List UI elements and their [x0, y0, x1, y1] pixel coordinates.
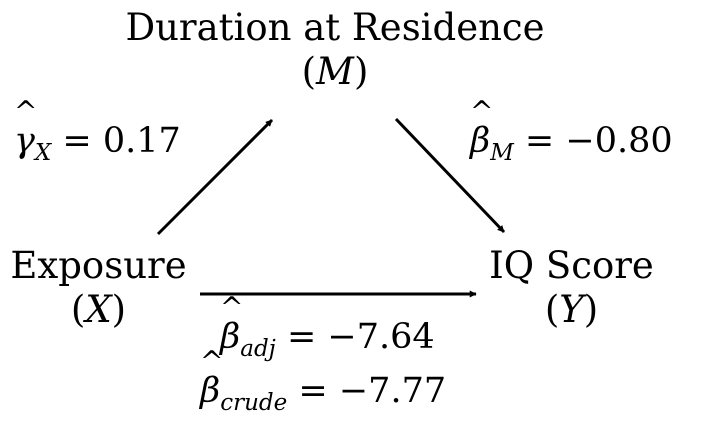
gamma-x-subscript: X: [34, 140, 52, 166]
gamma-x-value: 0.17: [102, 121, 181, 161]
exposure-node: Exposure (X): [6, 244, 191, 332]
beta-crude-coefficient: ^ βcrude = −7.77: [200, 345, 447, 417]
beta-adj-symbol: β: [220, 317, 241, 357]
outcome-label: IQ Score: [489, 244, 654, 287]
outcome-symbol: Y: [559, 288, 584, 331]
beta-crude-subscript: crude: [220, 390, 288, 416]
beta-m-symbol: β: [470, 121, 491, 161]
arrow-mediator-to-outcome: [394, 117, 506, 234]
beta-adj-subscript: adj: [240, 336, 276, 362]
beta-crude-value: −7.77: [338, 371, 447, 411]
mediator-symbol: M: [316, 50, 354, 93]
outcome-node: IQ Score (Y): [484, 244, 659, 332]
beta-adj-coefficient: ^ βadj = −7.64: [220, 291, 435, 363]
arrow-exposure-to-mediator: [156, 118, 274, 236]
beta-m-coefficient: ^ βM = −0.80: [470, 95, 673, 167]
exposure-symbol: X: [85, 288, 112, 331]
beta-crude-symbol: β: [200, 371, 221, 411]
gamma-x-symbol: γ: [14, 121, 35, 161]
exposure-label: Exposure: [10, 244, 187, 287]
mediator-node: Duration at Residence (M): [120, 6, 550, 94]
beta-m-value: −0.80: [565, 121, 673, 161]
beta-m-subscript: M: [490, 140, 514, 166]
gamma-x-coefficient: ^ γX = 0.17: [14, 95, 181, 167]
mediator-label: Duration at Residence: [125, 6, 545, 49]
beta-adj-value: −7.64: [327, 317, 435, 357]
